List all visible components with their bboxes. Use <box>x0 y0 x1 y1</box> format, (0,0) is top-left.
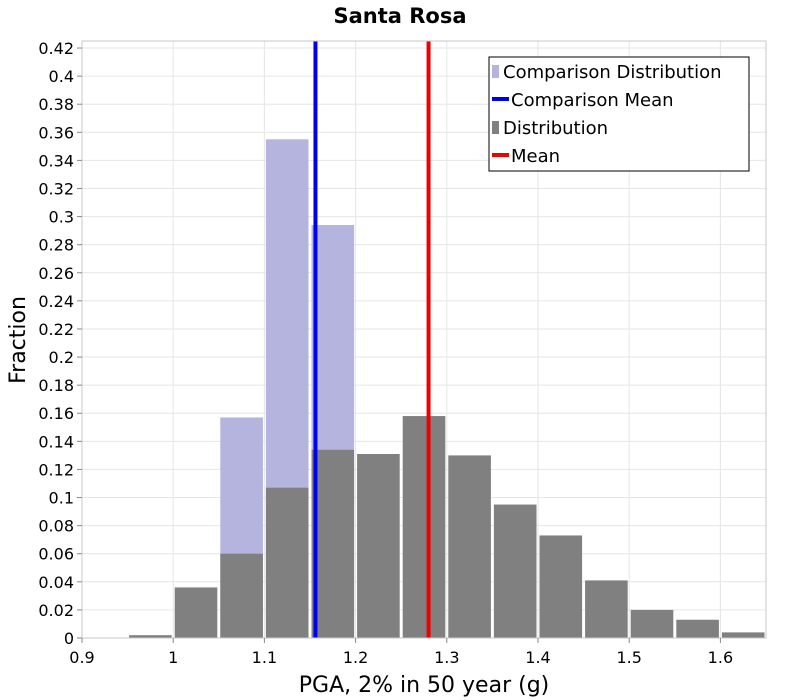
y-tick-label: 0.2 <box>49 348 74 367</box>
y-tick-label: 0.08 <box>38 517 74 536</box>
y-tick-label: 0.14 <box>38 432 74 451</box>
y-tick-label: 0.32 <box>38 179 74 198</box>
y-tick-label: 0.36 <box>38 123 74 142</box>
distribution-bar <box>174 587 218 638</box>
x-axis-label: PGA, 2% in 50 year (g) <box>299 673 550 698</box>
distribution-bar <box>676 619 719 638</box>
y-tick-label: 0.26 <box>38 264 74 283</box>
y-tick-label: 0.3 <box>49 208 74 227</box>
distribution-bar <box>448 455 491 638</box>
y-axis-ticks: 0 0.02 0.04 0.06 0.08 0.1 0.12 0.14 0.16 0.18 0.2 0… <box>38 39 82 648</box>
y-tick-label: 0 <box>64 629 74 648</box>
x-tick-label: 0.9 <box>69 648 94 667</box>
distribution-bar <box>265 487 309 638</box>
distribution-bar <box>311 449 355 638</box>
y-tick-label: 0.02 <box>38 601 74 620</box>
distribution-bar <box>493 504 537 638</box>
distribution-bar <box>402 416 446 638</box>
y-tick-label: 0.04 <box>38 573 74 592</box>
chart-title: Santa Rosa <box>333 4 466 28</box>
legend-swatch-comparison-distribution <box>492 65 499 78</box>
x-tick-label: 1.2 <box>343 648 368 667</box>
distribution-bar <box>630 609 674 638</box>
y-axis-label: Fraction <box>6 296 31 384</box>
legend-swatch-distribution <box>492 121 499 134</box>
x-tick-label: 1.3 <box>434 648 459 667</box>
distribution-bar <box>129 635 172 638</box>
distribution-bar <box>220 553 263 638</box>
legend-label-comparison-distribution: Comparison Distribution <box>503 62 722 83</box>
x-tick-label: 1.4 <box>525 648 550 667</box>
x-axis-ticks: 0.9 1 1.1 1.2 1.3 1.4 1.5 1.6 <box>69 638 733 667</box>
legend-label-mean: Mean <box>511 146 560 167</box>
y-tick-label: 0.12 <box>38 460 74 479</box>
distribution-bar <box>539 535 583 638</box>
y-tick-label: 0.1 <box>49 489 74 508</box>
y-tick-label: 0.06 <box>38 545 74 564</box>
legend-box <box>488 56 750 172</box>
distribution-bars <box>129 416 765 638</box>
distribution-bar <box>357 453 400 638</box>
y-tick-label: 0.42 <box>38 39 74 58</box>
x-tick-label: 1.6 <box>708 648 733 667</box>
y-tick-label: 0.38 <box>38 95 74 114</box>
mean-lines <box>313 41 431 638</box>
y-tick-label: 0.4 <box>49 67 74 86</box>
x-tick-label: 1.5 <box>616 648 641 667</box>
distribution-bar <box>585 580 628 638</box>
y-tick-label: 0.16 <box>38 404 74 423</box>
y-tick-label: 0.34 <box>38 151 74 170</box>
legend-label-distribution: Distribution <box>503 118 608 139</box>
distribution-bar <box>721 632 765 638</box>
x-tick-label: 1 <box>168 648 178 667</box>
x-tick-label: 1.1 <box>252 648 277 667</box>
legend-label-comparison-mean: Comparison Mean <box>511 90 674 111</box>
legend: Comparison Distribution Comparison Mean … <box>488 56 750 172</box>
plot-area-border <box>81 40 767 639</box>
y-tick-label: 0.22 <box>38 320 74 339</box>
y-tick-label: 0.28 <box>38 236 74 255</box>
y-tick-label: 0.24 <box>38 292 74 311</box>
y-tick-label: 0.18 <box>38 376 74 395</box>
